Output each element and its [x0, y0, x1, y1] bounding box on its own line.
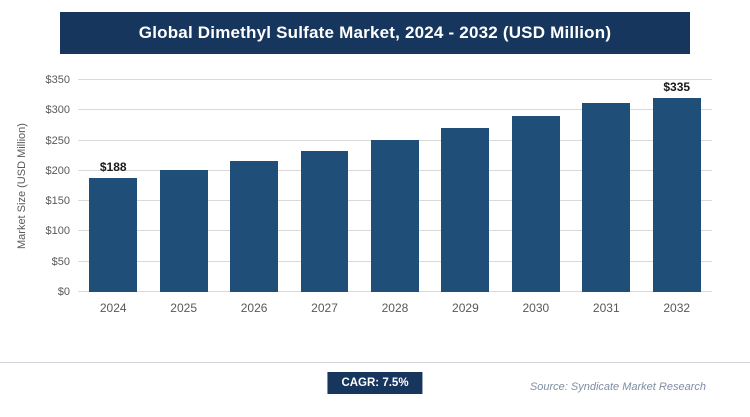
source-text: Source: Syndicate Market Research: [529, 381, 706, 393]
x-tick-label: 2025: [170, 301, 197, 315]
gridline: [78, 109, 712, 111]
y-tick-label: $350: [45, 74, 70, 86]
bar-group-2025: [148, 80, 218, 292]
x-tick-label: 2027: [311, 301, 338, 315]
x-tick-label: 2030: [522, 301, 550, 315]
bar-group-2028: [360, 80, 430, 292]
bar-group-2032: $335: [642, 80, 712, 292]
bar-value-label: $335: [663, 80, 691, 94]
bars-row: $188 $335: [78, 80, 712, 292]
x-tick-label: 2032: [663, 301, 691, 315]
x-tick-label: 2028: [381, 301, 409, 315]
x-tick-label: 2026: [240, 301, 268, 315]
bar-2027: [300, 150, 349, 292]
x-tick-label: 2029: [452, 301, 479, 315]
bar-2028: [371, 139, 419, 292]
y-tick-label: $250: [45, 134, 70, 147]
bar-group-2027: [289, 80, 359, 292]
bar-2030: [511, 116, 560, 292]
footer-divider: [0, 362, 750, 363]
x-tick-label: 2024: [99, 301, 127, 315]
x-tick-label: 2031: [592, 301, 620, 315]
y-tick-label: $100: [45, 225, 70, 238]
bar-group-2030: [501, 80, 571, 292]
bar-group-2031: [571, 80, 641, 292]
bar-2024: [89, 178, 138, 292]
bar-group-2029: [430, 80, 500, 292]
y-tick-label: $50: [51, 255, 70, 268]
plot-area: $188 $335: [78, 79, 712, 292]
y-tick-label: $0: [57, 286, 70, 298]
y-axis-label: Market Size (USD Million): [16, 123, 28, 249]
y-tick-label: $150: [45, 195, 70, 208]
bar-2031: [582, 103, 631, 292]
y-axis-ticks: $0 $50 $100 $150 $200 $250 $300 $350: [32, 74, 78, 298]
bar-2032: [652, 98, 701, 292]
bar-2029: [441, 128, 490, 292]
y-tick-label: $200: [45, 164, 70, 177]
bar-group-2024: $188: [78, 80, 148, 292]
bar-group-2026: [219, 80, 289, 292]
y-tick-label: $300: [45, 104, 70, 117]
gridline: [78, 79, 712, 80]
bar-2025: [159, 169, 208, 292]
x-axis-labels: 2024 2025 2026 2027 2028 2029 2030 2031 2032: [78, 292, 712, 320]
bar-value-label: $188: [99, 160, 127, 175]
bar-2026: [230, 160, 279, 292]
cagr-badge: CAGR: 7.5%: [327, 372, 423, 394]
chart-footer: CAGR: 7.5% Source: Syndicate Market Rese…: [0, 363, 750, 409]
bar-chart: Market Size (USD Million) $0 $50 $100 $150 $…: [12, 74, 712, 320]
chart-title: Global Dimethyl Sulfate Market, 2024 - 2…: [60, 12, 690, 54]
